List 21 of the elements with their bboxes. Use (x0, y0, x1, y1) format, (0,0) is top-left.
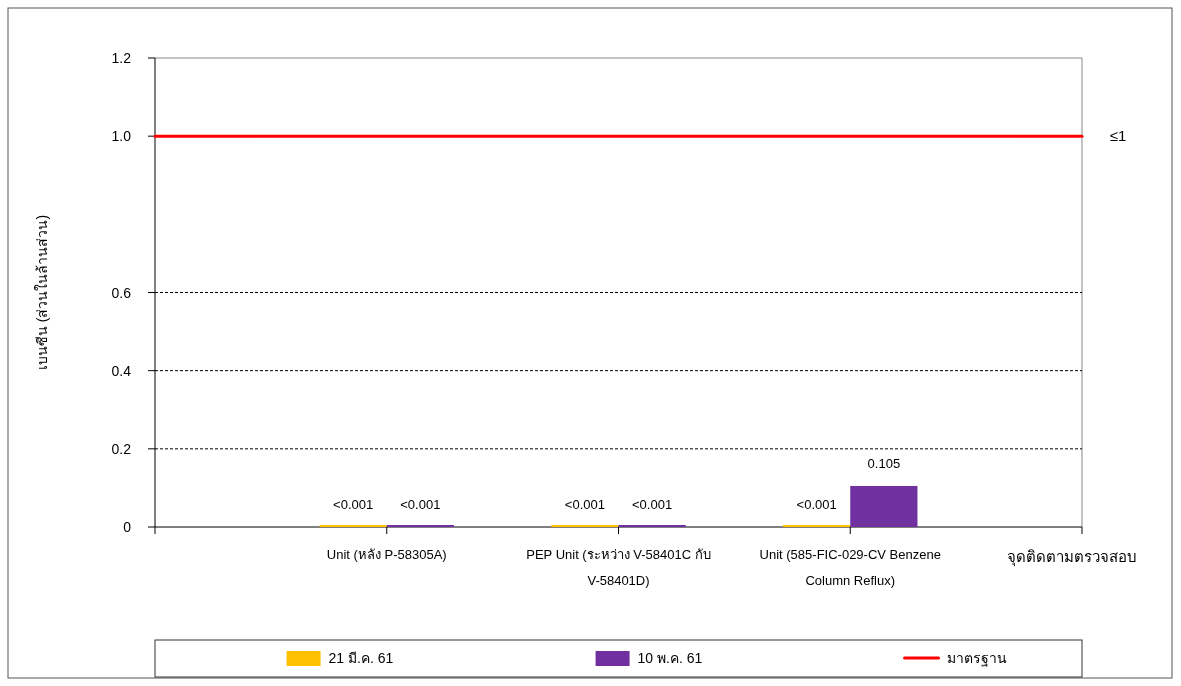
y-tick-label: 0.2 (111, 440, 132, 457)
text: ≤1 (1109, 127, 1127, 145)
legend-label: 10 พ.ค. 61 (637, 650, 703, 666)
data-label: <0.001 (796, 496, 837, 512)
y-tick-label: 1.0 (111, 128, 132, 145)
x-tick-label: Unit (หลัง P-58305A) (326, 547, 447, 562)
x-axis-title: จุดติดตามตรวจสอบ (1007, 548, 1137, 567)
data-label: <0.001 (333, 496, 374, 512)
x-tick-label: PEP Unit (ระหว่าง V-58401C กับ V-58401D) (526, 547, 711, 588)
y-tick-label: 0.4 (111, 362, 132, 379)
legend-label: 21 มี.ค. 61 (328, 650, 394, 666)
y-tick-label: 0.6 (111, 284, 132, 301)
y-axis-title: เบนซีน (ส่วนในล้านส่วน) (34, 214, 50, 371)
data-label: 0.105 (867, 455, 901, 471)
data-label: <0.001 (632, 496, 673, 512)
data-label: <0.001 (564, 496, 605, 512)
y-tick-label: 1.2 (111, 50, 132, 66)
y-tick-label: 0 (123, 519, 132, 535)
data-label: <0.001 (400, 496, 441, 512)
x-tick-label: Unit (585-FIC-029-CV Benzene Column Reflux) (759, 547, 941, 588)
legend-label: มาตรฐาน (946, 650, 1007, 667)
